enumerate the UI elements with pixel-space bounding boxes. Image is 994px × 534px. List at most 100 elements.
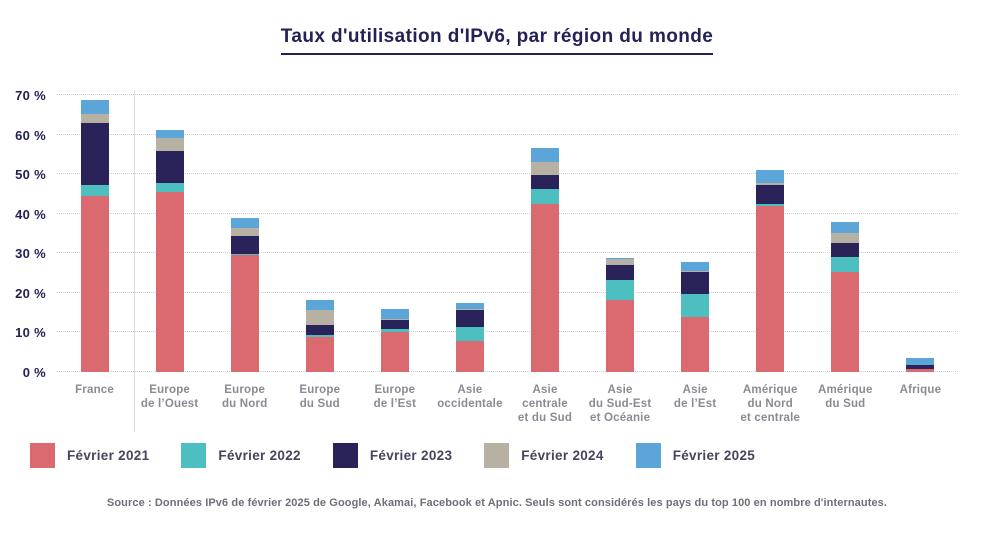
bar-segment	[831, 257, 860, 273]
bar-segment	[230, 255, 259, 372]
bar-column	[883, 95, 958, 372]
legend-label: Février 2023	[369, 448, 453, 463]
bar-segment	[380, 319, 409, 321]
legend-label: Février 2021	[67, 448, 150, 463]
bar-column	[733, 95, 808, 372]
gridline	[57, 291, 958, 293]
gridline	[57, 371, 958, 372]
chart-title: Taux d'utilisation d'IPv6, par région du…	[280, 26, 714, 55]
stacked-bar	[305, 300, 334, 372]
gridline	[57, 94, 958, 95]
legend-item: Février 2025	[635, 443, 756, 468]
bar-segment	[606, 300, 635, 372]
bar-segment	[906, 358, 935, 365]
bar-column	[808, 95, 883, 372]
x-axis-label: Afrique	[899, 384, 942, 396]
bar-segment	[380, 332, 409, 372]
gridline	[57, 252, 958, 254]
stacked-bar	[756, 169, 785, 372]
x-axis-label: France	[75, 384, 114, 396]
bar-segment	[756, 182, 785, 185]
y-tick-label: 60 %	[15, 127, 46, 143]
bar-segment	[455, 340, 484, 372]
legend-item: Février 2022	[181, 443, 301, 468]
x-axis-label: Amérique du Nord et centrale	[740, 384, 801, 424]
bar-column	[432, 95, 507, 372]
bar-column	[507, 95, 582, 372]
bar-segment	[80, 184, 109, 196]
x-axis-labels: France Europe de l’Ouest Europe du Nord Eur…	[57, 383, 958, 425]
bar-segment	[831, 242, 860, 258]
bar-segment	[531, 189, 559, 205]
gridline	[57, 133, 958, 135]
bar-segment	[305, 325, 334, 336]
gridline	[57, 212, 958, 214]
y-tick-label: 0 %	[22, 365, 46, 380]
bar-segment	[80, 100, 109, 115]
legend-swatch	[181, 443, 207, 468]
bar-segment	[906, 369, 935, 372]
legend-item: Février 2023	[332, 443, 453, 468]
stacked-bar	[606, 258, 635, 372]
y-tick-label: 20 %	[15, 285, 46, 301]
y-tick-label: 50 %	[15, 167, 46, 183]
x-axis-label: Asie occidentale	[437, 384, 503, 410]
bar-segment	[80, 122, 109, 185]
bar-segment	[380, 309, 409, 320]
bar-segment	[681, 294, 710, 317]
legend-label: Février 2024	[521, 448, 604, 463]
bar-segment	[230, 235, 259, 254]
bar-segment	[230, 227, 259, 236]
stacked-bar	[681, 262, 710, 372]
bar-segment	[906, 364, 935, 369]
stacked-bar	[230, 217, 259, 372]
legend-swatch	[332, 443, 358, 468]
bar-segment	[455, 302, 484, 310]
bar-segment	[455, 309, 484, 328]
bar-segment	[831, 232, 860, 243]
bar-segment	[305, 310, 334, 326]
stacked-bar	[80, 100, 109, 372]
bar-segment	[305, 337, 334, 372]
bar-segment	[455, 309, 484, 310]
legend-item: Février 2021	[30, 443, 149, 468]
y-tick-label: 10 %	[15, 325, 46, 341]
y-axis-labels: 0 % 10 % 20 % 30 % 40 % 50 % 60 % 70 %	[0, 88, 48, 380]
source-note: Source : Données IPv6 de février 2025 de…	[106, 497, 888, 509]
bar-column	[207, 95, 282, 372]
bar-segment	[681, 262, 710, 272]
stacked-bar	[831, 221, 860, 372]
bar-column	[583, 95, 658, 372]
legend-label: Février 2022	[218, 448, 301, 463]
plot-area	[57, 94, 958, 372]
bar-segment	[606, 280, 635, 301]
bar-segment	[606, 259, 635, 266]
bar-segment	[756, 204, 785, 206]
bar-segment	[756, 169, 785, 183]
stacked-bar	[455, 302, 484, 372]
bar-column	[132, 95, 207, 372]
bar-segment	[606, 265, 635, 281]
bar-segment	[230, 217, 259, 228]
x-axis-label: Asie du Sud-Est et Océanie	[588, 384, 652, 424]
bar-segment	[681, 272, 710, 295]
bar-segment	[531, 161, 559, 176]
bar-segment	[831, 272, 860, 372]
gridline	[57, 331, 958, 333]
gridline	[57, 173, 958, 175]
bar-segment	[756, 184, 785, 205]
legend-swatch	[635, 443, 661, 468]
bar-segment	[155, 137, 184, 151]
x-axis-label: Asie centrale et du Sud	[517, 384, 573, 424]
bar-segment	[305, 335, 334, 338]
stacked-bar	[155, 129, 184, 372]
stacked-bar	[906, 358, 935, 372]
legend-label: Février 2025	[672, 448, 756, 463]
bar-segment	[681, 271, 710, 273]
title-row: Taux d'utilisation d'IPv6, par région du…	[0, 26, 994, 55]
x-axis-label: Europe du Sud	[299, 384, 341, 410]
bar-segment	[155, 191, 184, 372]
france-separator-line	[134, 90, 135, 432]
legend: Février 2021 Février 2022 Février 2023 Févr…	[30, 443, 755, 468]
bar-segment	[380, 329, 409, 333]
